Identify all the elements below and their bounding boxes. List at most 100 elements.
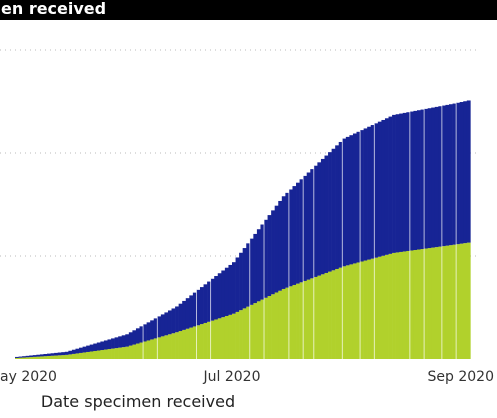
- bar-series-2: [232, 262, 236, 314]
- bar-series-2: [392, 114, 396, 253]
- bar-series-1: [107, 349, 112, 359]
- bar-series-1: [374, 257, 379, 359]
- bar-series-2: [342, 138, 347, 267]
- bar-series-1: [111, 348, 115, 359]
- bar-series-1: [164, 335, 169, 359]
- bar-series-2: [306, 172, 311, 280]
- bar-series-1: [449, 245, 453, 359]
- bar-series-2: [242, 248, 247, 309]
- bar-series-2: [399, 113, 404, 252]
- bar-series-2: [288, 189, 293, 287]
- bar-series-1: [306, 279, 311, 359]
- bar-series-1: [160, 336, 165, 359]
- bar-series-1: [39, 356, 44, 359]
- bar-series-2: [324, 155, 329, 273]
- bar-series-1: [100, 350, 105, 359]
- bar-series-1: [303, 280, 308, 359]
- x-axis-title: Date specimen received: [41, 392, 235, 411]
- bar-series-2: [71, 349, 76, 354]
- bar-series-2: [217, 273, 222, 319]
- bar-series-1: [285, 287, 290, 359]
- bar-series-2: [203, 284, 208, 323]
- bar-series-2: [445, 104, 450, 246]
- bar-series-1: [82, 352, 87, 359]
- bar-series-2: [459, 102, 464, 244]
- bar-series-2: [360, 130, 364, 262]
- bar-series-1: [167, 334, 172, 359]
- bar-series-2: [395, 114, 400, 253]
- bar-series-2: [349, 135, 354, 265]
- bar-series-2: [178, 303, 183, 332]
- bar-series-1: [352, 263, 357, 359]
- bar-series-1: [370, 258, 375, 359]
- bar-series-2: [118, 336, 123, 348]
- bar-series-1: [267, 296, 272, 359]
- bar-series-1: [178, 331, 183, 359]
- bar-series-2: [82, 346, 87, 353]
- bar-series-2: [160, 314, 165, 337]
- bar-series-2: [135, 328, 140, 344]
- bar-series-2: [370, 125, 375, 259]
- bar-series-2: [199, 287, 204, 325]
- bar-series-1: [93, 351, 98, 359]
- bar-series-2: [214, 276, 219, 320]
- bar-series-1: [296, 283, 300, 359]
- bar-series-2: [68, 350, 73, 355]
- bar-series-1: [214, 319, 219, 359]
- bar-series-2: [32, 355, 37, 357]
- bar-series-1: [342, 266, 347, 359]
- bar-series-1: [328, 271, 332, 359]
- bar-series-1: [68, 354, 73, 359]
- bar-series-2: [427, 108, 432, 249]
- bar-series-2: [466, 100, 471, 243]
- bar-series-1: [427, 248, 432, 359]
- bar-series-1: [118, 347, 123, 359]
- bar-series-1: [89, 351, 94, 359]
- bar-series-1: [441, 246, 446, 359]
- bar-series-1: [135, 343, 140, 359]
- bar-series-2: [264, 219, 268, 298]
- bar-series-1: [54, 355, 58, 359]
- bar-series-1: [79, 352, 83, 359]
- bar-series-1: [139, 342, 144, 359]
- bar-series-2: [310, 169, 315, 279]
- bar-series-2: [107, 339, 112, 350]
- bar-series-1: [61, 355, 66, 359]
- bar-series-1: [384, 254, 389, 359]
- bar-series-1: [246, 306, 251, 359]
- bar-series-2: [402, 112, 407, 252]
- bar-series-1: [264, 297, 268, 359]
- chart-title-bar: en received: [0, 0, 497, 20]
- bar-series-1: [271, 294, 275, 359]
- bar-series-1: [459, 243, 464, 359]
- bar-series-2: [388, 116, 393, 254]
- x-tick-label: Sep 2020: [428, 369, 494, 385]
- bar-series-1: [189, 327, 194, 359]
- bar-series-2: [29, 355, 34, 358]
- bar-series-2: [157, 316, 162, 338]
- bar-series-1: [29, 357, 34, 359]
- bar-series-2: [171, 308, 176, 334]
- bar-series-1: [232, 313, 236, 359]
- bar-series-1: [235, 311, 240, 359]
- bar-series-1: [392, 252, 396, 359]
- bar-series-2: [79, 347, 83, 353]
- bar-series-1: [150, 339, 155, 359]
- bar-series-1: [146, 340, 151, 359]
- bar-series-1: [452, 244, 457, 359]
- bar-series-2: [299, 179, 304, 283]
- bar-series-2: [296, 182, 300, 284]
- bar-series-1: [313, 276, 318, 359]
- bar-series-1: [438, 246, 443, 359]
- bar-series-1: [456, 244, 460, 359]
- bar-series-1: [175, 332, 179, 359]
- bar-series-1: [324, 272, 329, 359]
- chart-title: en received: [1, 0, 107, 18]
- bar-series-1: [349, 264, 354, 359]
- bar-series-2: [143, 324, 147, 342]
- bar-series-1: [182, 329, 187, 359]
- bar-series-2: [25, 355, 30, 358]
- bar-series-1: [185, 328, 190, 359]
- bar-series-1: [157, 337, 162, 359]
- area-chart: ay 2020 Jul 2020 Sep 2020 Date specimen rec…: [0, 49, 494, 411]
